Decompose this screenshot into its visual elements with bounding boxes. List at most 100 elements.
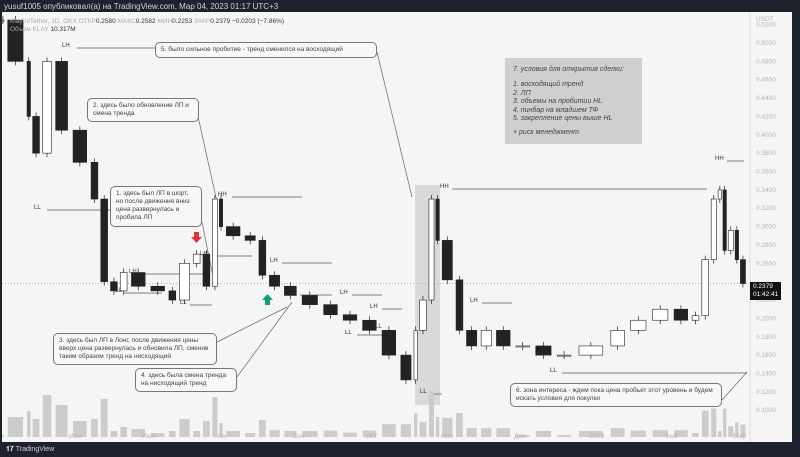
volume-bar — [269, 430, 280, 437]
candle — [673, 308, 689, 321]
volume-bar — [652, 430, 668, 437]
volume-bar — [323, 430, 338, 437]
candle — [258, 240, 267, 276]
risk-management: + риск менеджмент — [513, 129, 579, 137]
structure-label: HH — [218, 192, 227, 198]
volume-bar — [120, 427, 128, 437]
ohlc-legend: Klaytn/Tether, 1D, OKX ОТКР0.2580 МАКС0.… — [10, 18, 284, 25]
arrow-down-icon — [191, 232, 202, 243]
structure-label: LH — [340, 290, 348, 296]
y-tick-label: 0.3600 — [756, 169, 776, 176]
candle — [717, 189, 722, 200]
structure-label: LL — [180, 300, 187, 306]
note-1[interactable]: 1. здесь был ЛП в шорт, но после движени… — [110, 186, 202, 227]
candle — [578, 345, 604, 356]
candle — [342, 314, 358, 321]
structure-label: LL — [345, 330, 352, 336]
candle — [269, 274, 280, 287]
candle — [119, 272, 128, 292]
candle — [515, 345, 530, 348]
y-tick-label: 0.4000 — [756, 132, 776, 139]
last-price-tag: 0.2379 01:42:41 — [750, 282, 782, 300]
note-2[interactable]: 2. здесь было обновление ЛП и смена трен… — [87, 98, 199, 123]
volume-bar — [343, 432, 357, 437]
volume-bar — [740, 424, 746, 437]
callout-leader — [216, 306, 288, 343]
volume-bar — [193, 431, 201, 437]
candle — [218, 198, 224, 227]
candle — [630, 319, 647, 331]
chart-panel[interactable]: 0.5200 0.5000 0.4800 0.4600 0.4400 0.4200 0.40… — [2, 12, 792, 442]
y-tick-label: 0.1400 — [756, 370, 776, 377]
symbol-label[interactable]: Klaytn/Tether, 1D, OKX — [10, 18, 77, 25]
volume-bar — [496, 428, 511, 437]
condition-item: 2. ЛП — [513, 89, 531, 97]
structure-label: HH — [715, 156, 724, 162]
note-5[interactable]: 5. было сильное пробитие - тренд сменилс… — [155, 42, 377, 59]
change-value: −0.0203 (−7.86%) — [231, 18, 285, 25]
y-tick-label: 0.3000 — [756, 224, 776, 231]
candle — [652, 308, 669, 321]
volume-bar — [258, 419, 266, 437]
volume-bar — [302, 431, 318, 437]
volume-bar — [610, 428, 625, 437]
volume-bar — [735, 422, 739, 437]
volume-bar — [578, 431, 603, 437]
volume-bar — [362, 430, 377, 437]
candle — [226, 226, 241, 237]
condition-item: 1. восходящий тренд — [513, 81, 584, 89]
volume-value: 10.317M — [50, 26, 76, 33]
volume-bar — [212, 397, 218, 437]
candle — [435, 198, 440, 241]
open-value: 0.2580 — [95, 18, 116, 25]
x-tick-label: Окт — [366, 433, 377, 440]
y-tick-label: 0.4400 — [756, 95, 776, 102]
condition-item: 3. объемы на пробитии HL — [513, 98, 603, 106]
y-tick-label: 0.5000 — [756, 40, 776, 47]
volume-bar — [91, 419, 98, 437]
open-label: ОТКР — [78, 18, 96, 25]
callout-leader — [196, 111, 218, 203]
candle — [413, 330, 418, 381]
structure-label: LH — [62, 43, 70, 49]
candle — [362, 319, 377, 331]
volume-bar — [219, 423, 223, 437]
candle — [2, 19, 5, 22]
volume-bar — [150, 433, 165, 437]
y-tick-label: 0.3800 — [756, 150, 776, 157]
y-tick-label: 0.4200 — [756, 113, 776, 120]
volume-bar — [202, 421, 210, 437]
high-value: 0.2582 — [135, 18, 156, 25]
volume-bar — [168, 431, 176, 437]
tradingview-logo[interactable]: 𝟏𝟕 TradingView — [6, 446, 54, 454]
volume-bar — [701, 410, 709, 437]
volume-bar — [466, 428, 477, 437]
note-7-conditions[interactable]: 7. условия для открытия сделки: 1. восхо… — [505, 58, 642, 144]
note-6[interactable]: 6. зона интереса - ждем пока цена пробье… — [510, 383, 722, 408]
candle — [7, 19, 24, 62]
y-tick-label: 0.2800 — [756, 242, 776, 249]
volume-bar — [711, 408, 717, 437]
candle — [131, 272, 146, 287]
candle — [212, 198, 218, 287]
brand-name: TradingView — [15, 446, 55, 453]
volume-bar — [2, 435, 4, 437]
candle — [150, 285, 165, 292]
y-tick-label: 0.2600 — [756, 260, 776, 267]
candle — [381, 330, 397, 356]
candle — [301, 295, 318, 305]
structure-label: LL — [290, 290, 297, 296]
structure-label: HH — [440, 184, 449, 190]
candle — [701, 259, 709, 316]
note-3[interactable]: 3. здесь был ЛП в Лонг, после движения ц… — [53, 333, 217, 366]
price-chart[interactable]: 0.5200 0.5000 0.4800 0.4600 0.4400 0.4200 0.40… — [2, 12, 792, 442]
volume-bar — [27, 411, 31, 437]
y-tick-label: 0.3200 — [756, 205, 776, 212]
arrow-up-icon — [262, 294, 273, 305]
note-4[interactable]: 4. здесь была смена тренда на нисходящий… — [135, 368, 237, 393]
candle — [323, 304, 338, 316]
volume-bar — [557, 435, 571, 437]
volume-label: Объем — [10, 26, 31, 33]
x-tick-label: Июн — [69, 433, 83, 440]
volume-bar — [535, 431, 552, 437]
